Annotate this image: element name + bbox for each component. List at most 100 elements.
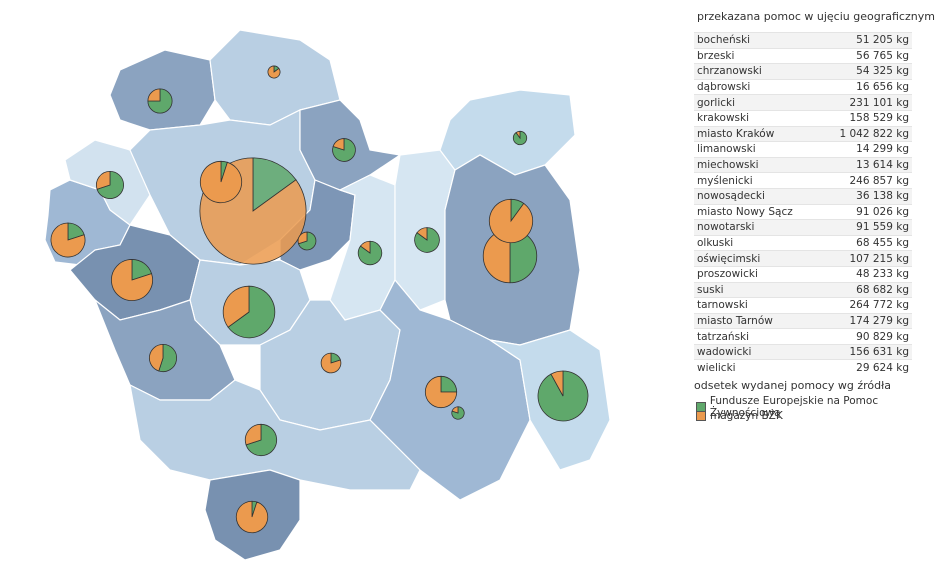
pie-slice bbox=[222, 285, 250, 328]
table-row: nowotarski 91 559 kg bbox=[694, 219, 912, 236]
table-row: brzeski 56 765 kg bbox=[694, 47, 912, 64]
pie-slice bbox=[147, 88, 173, 114]
legend-item: magazyn BŻK bbox=[696, 410, 783, 422]
county-value: 91 026 kg bbox=[819, 203, 912, 220]
county-name: miasto Kraków bbox=[694, 125, 820, 142]
county-value: 36 138 kg bbox=[819, 187, 912, 205]
county-value: 56 765 kg bbox=[819, 47, 912, 64]
county-value: 54 325 kg bbox=[819, 63, 912, 80]
legend-title: odsetek wydanej pomocy wg źródła bbox=[694, 379, 892, 392]
county-value: 158 529 kg bbox=[819, 109, 912, 127]
pie-slice bbox=[50, 222, 86, 258]
table-row: tatrzański 90 829 kg bbox=[694, 328, 912, 345]
pie-slice bbox=[424, 375, 458, 409]
county-name: miasto Nowy Sącz bbox=[694, 203, 820, 220]
legend-label: magazyn BŻK bbox=[710, 410, 783, 422]
table-row: wadowicki 156 631 kg bbox=[694, 343, 912, 360]
pie-slice bbox=[199, 160, 243, 204]
county-name: bocheński bbox=[694, 32, 820, 49]
county-value: 246 857 kg bbox=[819, 172, 912, 189]
pie-slice bbox=[320, 352, 342, 374]
pie-slice bbox=[416, 227, 428, 241]
table-title: przekazana pomoc w ujęciu geograficznym bbox=[697, 10, 935, 23]
table: bocheński 51 205 kg brzeski 56 765 kg chrzan… bbox=[694, 32, 912, 376]
county-value: 68 455 kg bbox=[819, 234, 912, 251]
pie-slice bbox=[147, 88, 161, 102]
legend-label: Fundusze Europejskie na Pomoc Żywnościow… bbox=[709, 395, 879, 419]
county-name: tatrzański bbox=[694, 328, 820, 345]
pie-slice bbox=[297, 231, 308, 245]
county-name: proszowicki bbox=[694, 265, 820, 282]
county-value: 264 772 kg bbox=[819, 297, 912, 314]
county-value: 13 614 kg bbox=[819, 156, 912, 173]
legend-swatch bbox=[696, 411, 706, 421]
table-row: olkuski 68 455 kg bbox=[694, 234, 912, 251]
table-row: oświęcimski 107 215 kg bbox=[694, 250, 912, 267]
table-row: tarnowski 264 772 kg bbox=[694, 297, 912, 314]
county-name: nowosądecki bbox=[694, 187, 820, 205]
pies bbox=[50, 65, 589, 534]
table-row: proszowicki 48 233 kg bbox=[694, 265, 912, 282]
table-row: suski 68 682 kg bbox=[694, 281, 912, 298]
table-row: miasto Kraków 1 042 822 kg bbox=[694, 125, 912, 142]
table-row: dąbrowski 16 656 kg bbox=[694, 78, 912, 95]
county-value: 156 631 kg bbox=[819, 343, 912, 360]
county-name: nowotarski bbox=[694, 219, 820, 236]
table-row: bocheński 51 205 kg bbox=[694, 32, 912, 49]
pie-slice bbox=[227, 285, 276, 339]
pie-slice bbox=[359, 240, 371, 254]
county-value: 48 233 kg bbox=[819, 265, 912, 282]
county-name: brzeski bbox=[694, 47, 820, 64]
county bbox=[439, 89, 576, 176]
county-value: 107 215 kg bbox=[819, 250, 912, 267]
pie-slice bbox=[252, 157, 297, 212]
county-name: myślenicki bbox=[694, 172, 820, 189]
county-name: olkuski bbox=[694, 234, 820, 251]
county-name: dąbrowski bbox=[694, 78, 820, 95]
county-value: 16 656 kg bbox=[819, 78, 912, 95]
county-value: 68 682 kg bbox=[819, 281, 912, 298]
county-name: tarnowski bbox=[694, 297, 820, 314]
county-name: oświęcimski bbox=[694, 250, 820, 267]
county-name: suski bbox=[694, 281, 820, 298]
table-row: wielicki 29 624 kg bbox=[694, 359, 912, 376]
table-row: limanowski 14 299 kg bbox=[694, 141, 912, 158]
table-row: miasto Nowy Sącz 91 026 kg bbox=[694, 203, 912, 220]
table-row: krakowski 158 529 kg bbox=[694, 109, 912, 127]
legend-item: Fundusze Europejskie na Pomoc Żywnościow… bbox=[696, 395, 949, 419]
county-name: miasto Tarnów bbox=[694, 312, 820, 329]
pie-slice bbox=[148, 343, 164, 372]
county-name: miechowski bbox=[694, 156, 820, 173]
county-value: 231 101 kg bbox=[819, 94, 912, 111]
pie-slice bbox=[550, 370, 564, 397]
pie-slice bbox=[515, 130, 521, 140]
pie-slice bbox=[96, 170, 111, 190]
county-name: limanowski bbox=[694, 141, 820, 158]
pie-slice bbox=[332, 138, 345, 151]
county-name: krakowski bbox=[694, 109, 820, 127]
county-name: gorlicki bbox=[694, 94, 820, 111]
table-row: miasto Tarnów 174 279 kg bbox=[694, 312, 912, 329]
table-row: chrzanowski 54 325 kg bbox=[694, 63, 912, 80]
county-value: 14 299 kg bbox=[819, 141, 912, 158]
pie-slice bbox=[245, 423, 262, 446]
pie-slice bbox=[488, 198, 534, 244]
pie-slice bbox=[451, 406, 459, 414]
table-row: gorlicki 231 101 kg bbox=[694, 94, 912, 111]
table-row: nowosądecki 36 138 kg bbox=[694, 187, 912, 205]
county-name: wielicki bbox=[694, 359, 820, 376]
county-value: 1 042 822 kg bbox=[819, 125, 912, 142]
county-value: 29 624 kg bbox=[819, 359, 912, 376]
county-name: wadowicki bbox=[694, 343, 820, 360]
county-value: 174 279 kg bbox=[819, 312, 912, 329]
county-value: 90 829 kg bbox=[819, 328, 912, 345]
pie-slice bbox=[267, 65, 281, 79]
county-name: chrzanowski bbox=[694, 63, 820, 80]
table-row: myślenicki 246 857 kg bbox=[694, 172, 912, 189]
county-value: 51 205 kg bbox=[819, 32, 912, 49]
pie-slice bbox=[111, 259, 153, 301]
table-row: miechowski 13 614 kg bbox=[694, 156, 912, 173]
map bbox=[44, 29, 611, 561]
county-value: 91 559 kg bbox=[819, 219, 912, 236]
